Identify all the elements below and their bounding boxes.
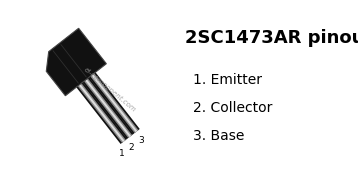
Text: el-component.com: el-component.com [83,67,137,114]
Text: 3. Base: 3. Base [193,129,245,143]
Text: 2: 2 [129,143,134,152]
Text: 3: 3 [138,136,144,145]
Polygon shape [46,28,106,96]
Text: 2SC1473AR pinout: 2SC1473AR pinout [185,29,358,47]
Text: 1: 1 [119,149,125,158]
Text: 2. Collector: 2. Collector [193,101,272,115]
Text: 1. Emitter: 1. Emitter [193,73,262,87]
